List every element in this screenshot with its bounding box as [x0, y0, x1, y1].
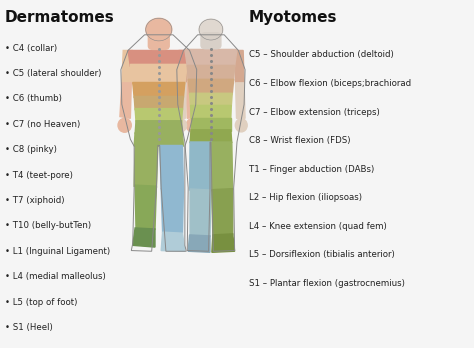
Ellipse shape [186, 118, 200, 132]
Polygon shape [177, 83, 186, 118]
Polygon shape [161, 189, 183, 233]
Text: • S1 (Heel): • S1 (Heel) [5, 323, 53, 332]
Text: • C5 (lateral shoulder): • C5 (lateral shoulder) [5, 69, 101, 78]
Text: • C8 (pinky): • C8 (pinky) [5, 145, 56, 154]
Text: Dermatomes: Dermatomes [5, 10, 115, 25]
Text: S1 – Plantar flexion (gastrocnemius): S1 – Plantar flexion (gastrocnemius) [249, 279, 405, 288]
Polygon shape [128, 50, 190, 66]
Text: C5 – Shoulder abduction (deltoid): C5 – Shoulder abduction (deltoid) [249, 50, 393, 60]
Polygon shape [120, 83, 131, 118]
Text: L5 – Dorsiflexion (tibialis anterior): L5 – Dorsiflexion (tibialis anterior) [249, 250, 394, 259]
Ellipse shape [146, 18, 172, 41]
Polygon shape [188, 79, 234, 94]
Polygon shape [185, 50, 196, 84]
Polygon shape [187, 65, 235, 80]
Text: L4 – Knee extension (quad fem): L4 – Knee extension (quad fem) [249, 222, 387, 231]
Ellipse shape [199, 19, 223, 40]
Polygon shape [135, 121, 182, 134]
Polygon shape [161, 232, 185, 251]
FancyBboxPatch shape [201, 33, 221, 49]
Text: • T10 (belly-butTen): • T10 (belly-butTen) [5, 221, 91, 230]
Text: • T4 (teet-pore): • T4 (teet-pore) [5, 171, 73, 180]
Polygon shape [130, 64, 187, 84]
Polygon shape [134, 96, 183, 110]
Polygon shape [191, 105, 231, 118]
Polygon shape [134, 145, 158, 188]
Text: C6 – Elbow flexion (biceps;brachiorad: C6 – Elbow flexion (biceps;brachiorad [249, 79, 411, 88]
Polygon shape [212, 189, 233, 236]
Polygon shape [186, 83, 198, 118]
Polygon shape [212, 234, 235, 252]
Text: • C4 (collar): • C4 (collar) [5, 44, 57, 53]
Polygon shape [190, 189, 211, 237]
Text: C7 – Elbow extension (triceps): C7 – Elbow extension (triceps) [249, 108, 380, 117]
Ellipse shape [174, 119, 186, 132]
Polygon shape [190, 93, 232, 106]
Polygon shape [160, 145, 183, 190]
Polygon shape [134, 133, 183, 146]
Text: • L4 (medial malleolus): • L4 (medial malleolus) [5, 272, 106, 281]
Text: • C7 (no Heaven): • C7 (no Heaven) [5, 120, 80, 129]
Polygon shape [191, 118, 231, 130]
Text: Myotomes: Myotomes [249, 10, 337, 25]
Text: • C6 (thumb): • C6 (thumb) [5, 94, 62, 103]
Polygon shape [235, 50, 244, 84]
Polygon shape [133, 228, 155, 247]
Polygon shape [236, 83, 245, 118]
Ellipse shape [235, 119, 247, 132]
Text: • L5 (top of foot): • L5 (top of foot) [5, 298, 77, 307]
Polygon shape [133, 82, 185, 97]
Polygon shape [212, 142, 233, 191]
FancyBboxPatch shape [148, 32, 169, 49]
Ellipse shape [118, 118, 131, 132]
Polygon shape [190, 130, 232, 143]
Polygon shape [135, 109, 182, 122]
Text: • T7 (xiphoid): • T7 (xiphoid) [5, 196, 64, 205]
Polygon shape [190, 142, 212, 191]
Text: L2 – Hip flexion (iliopsoas): L2 – Hip flexion (iliopsoas) [249, 193, 362, 202]
Text: C8 – Wrist flexion (FDS): C8 – Wrist flexion (FDS) [249, 136, 350, 145]
Polygon shape [178, 50, 187, 84]
Text: T1 – Finger abduction (DABs): T1 – Finger abduction (DABs) [249, 165, 374, 174]
Polygon shape [122, 50, 133, 84]
Polygon shape [188, 235, 210, 252]
Text: • L1 (Inguinal Ligament): • L1 (Inguinal Ligament) [5, 247, 110, 256]
Polygon shape [185, 49, 237, 66]
Polygon shape [135, 185, 156, 230]
